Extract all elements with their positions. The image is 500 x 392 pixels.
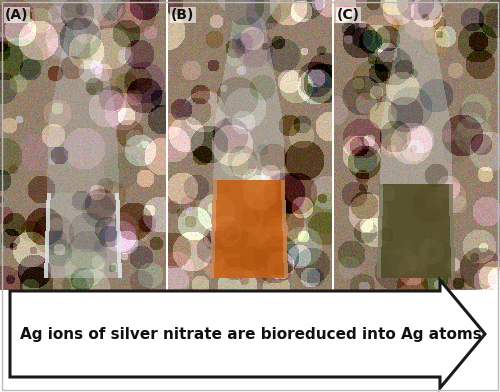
Text: (C): (C) — [337, 8, 360, 22]
Text: (B): (B) — [171, 8, 194, 22]
Text: Ag ions of silver nitrate are bioreduced into Ag atoms: Ag ions of silver nitrate are bioreduced… — [20, 327, 482, 341]
Text: (A): (A) — [5, 8, 28, 22]
Polygon shape — [10, 280, 485, 388]
